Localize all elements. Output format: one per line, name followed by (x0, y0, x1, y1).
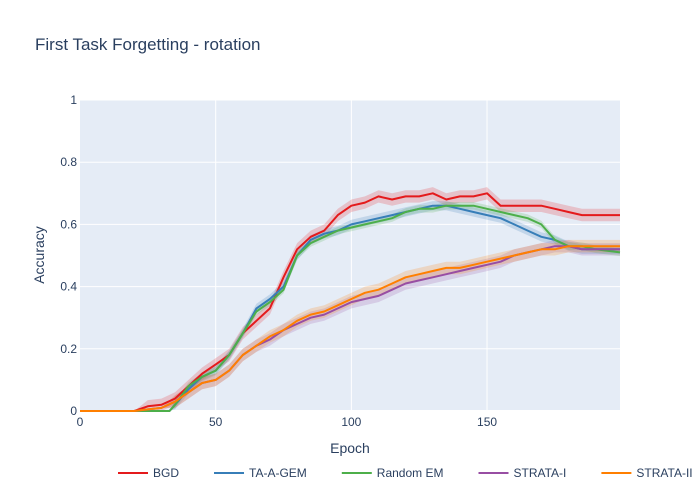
y-axis-title: Accuracy (31, 226, 47, 284)
y-tick-label: 0.6 (60, 217, 77, 231)
y-tick-labels: 0 0.2 0.4 0.6 0.8 1 (60, 93, 77, 418)
band-bgd (80, 187, 620, 411)
series-line-strata-ii (80, 245, 620, 412)
legend-item-strata-i[interactable]: STRATA-I (478, 466, 567, 480)
x-tick-label: 0 (77, 415, 84, 429)
confidence-bands (80, 187, 620, 411)
y-tick-label: 0.8 (60, 155, 77, 169)
legend: BGD TA-A-GEM Random EM STRATA-I STRATA-II (118, 466, 693, 480)
legend-label: STRATA-II (636, 466, 692, 480)
y-tick-label: 0.2 (60, 342, 77, 356)
series-lines (80, 192, 621, 412)
plot-area (80, 100, 620, 411)
legend-item-random-em[interactable]: Random EM (341, 466, 444, 480)
legend-item-strata-ii[interactable]: STRATA-II (601, 466, 693, 480)
legend-label: TA-A-GEM (249, 466, 307, 480)
x-tick-labels: 0 50 100 150 (77, 415, 498, 429)
x-tick-label: 50 (209, 415, 223, 429)
y-tick-label: 0.4 (60, 280, 77, 294)
x-tick-label: 100 (341, 415, 361, 429)
x-axis-title: Epoch (330, 440, 370, 456)
legend-label: STRATA-I (514, 466, 567, 480)
x-tick-label: 150 (477, 415, 497, 429)
legend-label: Random EM (377, 466, 444, 480)
y-tick-label: 0 (70, 404, 77, 418)
legend-item-bgd[interactable]: BGD (118, 466, 179, 480)
chart-title: First Task Forgetting - rotation (35, 35, 261, 54)
legend-label: BGD (153, 466, 179, 480)
y-tick-label: 1 (70, 93, 77, 107)
legend-item-ta-a-gem[interactable]: TA-A-GEM (214, 466, 307, 480)
